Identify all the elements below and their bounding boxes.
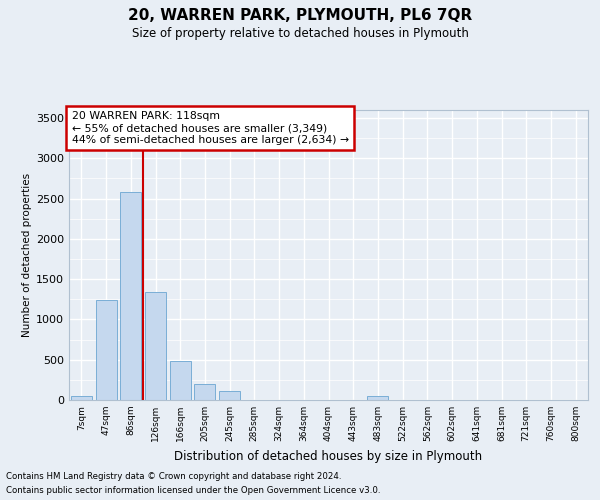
Bar xyxy=(95,300,116,400)
Text: Size of property relative to detached houses in Plymouth: Size of property relative to detached ho… xyxy=(131,28,469,40)
Bar xyxy=(170,360,191,400)
Text: Contains public sector information licensed under the Open Government Licence v3: Contains public sector information licen… xyxy=(6,486,380,495)
Bar xyxy=(145,292,166,400)
Text: 20 WARREN PARK: 118sqm
← 55% of detached houses are smaller (3,349)
44% of semi-: 20 WARREN PARK: 118sqm ← 55% of detached… xyxy=(71,112,349,144)
Bar xyxy=(120,192,141,400)
Bar xyxy=(219,391,240,400)
Bar xyxy=(367,396,388,400)
Bar xyxy=(194,384,215,400)
Text: 20, WARREN PARK, PLYMOUTH, PL6 7QR: 20, WARREN PARK, PLYMOUTH, PL6 7QR xyxy=(128,8,472,22)
Bar xyxy=(71,396,92,400)
Y-axis label: Number of detached properties: Number of detached properties xyxy=(22,173,32,337)
Text: Contains HM Land Registry data © Crown copyright and database right 2024.: Contains HM Land Registry data © Crown c… xyxy=(6,472,341,481)
X-axis label: Distribution of detached houses by size in Plymouth: Distribution of detached houses by size … xyxy=(175,450,482,462)
